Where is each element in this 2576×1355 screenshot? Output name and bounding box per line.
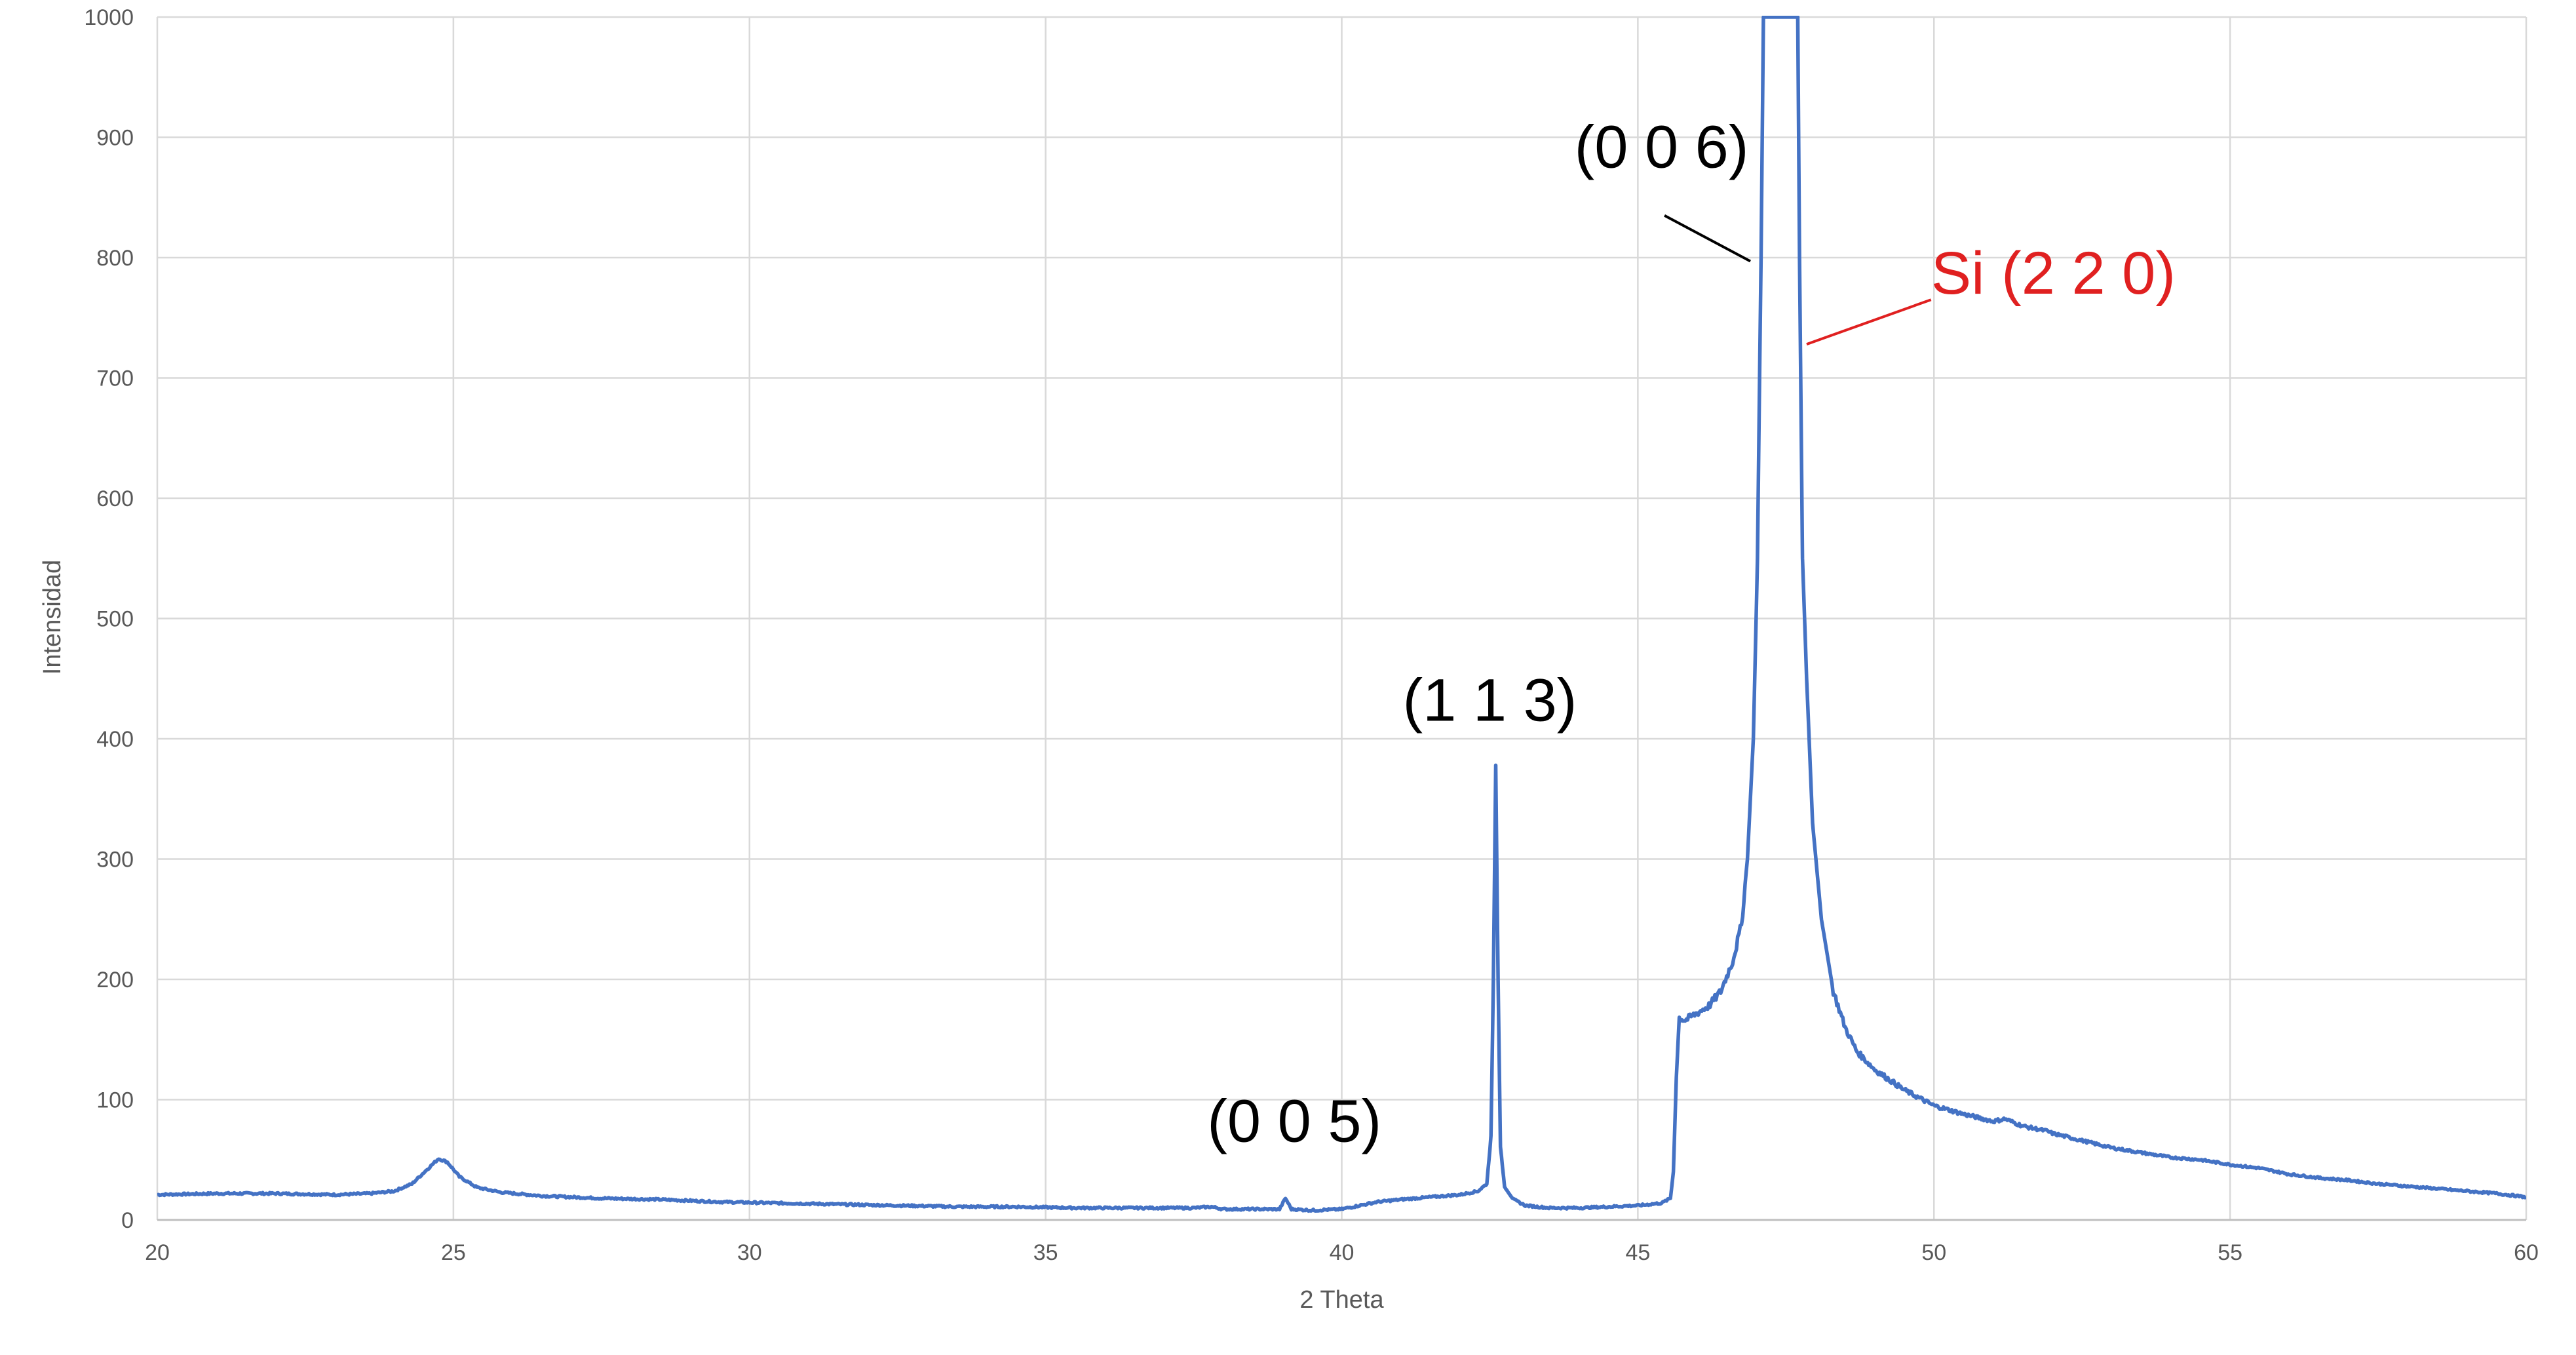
y-tick-label: 100 bbox=[96, 1088, 134, 1113]
peak-annotation: (0 0 6) bbox=[1575, 113, 1749, 180]
x-tick-label: 55 bbox=[2218, 1240, 2242, 1265]
x-axis-title: 2 Theta bbox=[1299, 1286, 1384, 1314]
series-layer bbox=[157, 16, 2526, 1213]
y-tick-label: 500 bbox=[96, 607, 134, 632]
x-tick-label: 30 bbox=[737, 1240, 762, 1265]
x-tick-label: 40 bbox=[1330, 1240, 1355, 1265]
y-tick-label: 200 bbox=[96, 968, 134, 992]
x-tick-label: 60 bbox=[2514, 1240, 2539, 1265]
annotation-leader bbox=[1806, 298, 1932, 346]
y-tick-label: 800 bbox=[96, 246, 134, 271]
peak-annotation: Si (2 2 0) bbox=[1931, 240, 2176, 307]
y-tick-label: 700 bbox=[96, 366, 134, 391]
series-line bbox=[157, 16, 2526, 1213]
x-tick-label: 25 bbox=[441, 1240, 466, 1265]
y-tick-label: 400 bbox=[96, 727, 134, 752]
axes: 0 100 200 300 400 500 600 700 800 900 1000 20 25 30 35… bbox=[84, 5, 2539, 1265]
x-tick-label: 45 bbox=[1625, 1240, 1650, 1265]
y-tick-label: 600 bbox=[96, 486, 134, 511]
y-tick-label: 900 bbox=[96, 126, 134, 151]
annotation-leader bbox=[1664, 214, 1752, 263]
x-tick-label: 20 bbox=[145, 1240, 170, 1265]
grid bbox=[156, 16, 2528, 1221]
annotations: (0 0 5) (1 1 3) (0 0 6) Si (2 2 0) bbox=[1207, 113, 2176, 1154]
y-axis-title: Intensidad bbox=[39, 560, 66, 675]
peak-annotation: (0 0 5) bbox=[1207, 1088, 1381, 1155]
x-tick-label: 50 bbox=[1921, 1240, 1946, 1265]
peak-annotation: (1 1 3) bbox=[1402, 667, 1577, 734]
y-tick-label: 0 bbox=[121, 1208, 134, 1233]
y-tick-label: 300 bbox=[96, 848, 134, 873]
x-tick-label: 35 bbox=[1033, 1240, 1058, 1265]
y-tick-label: 1000 bbox=[84, 5, 134, 30]
